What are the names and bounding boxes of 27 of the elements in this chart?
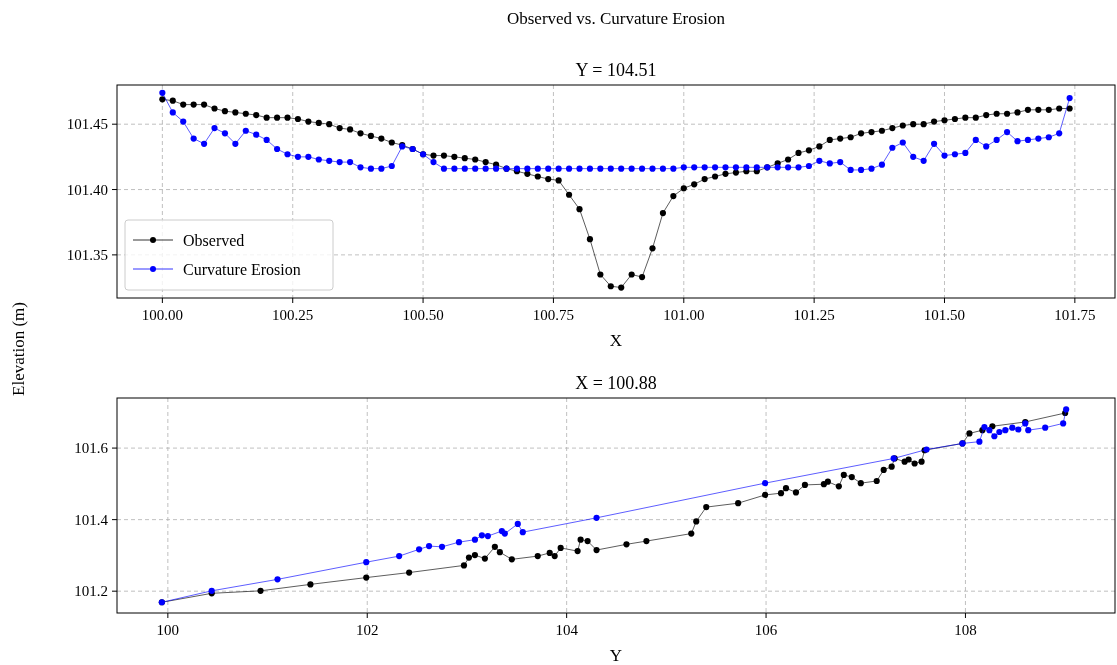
y-axis-title: Elevation (m): [9, 302, 28, 396]
legend-label: Observed: [183, 232, 245, 249]
x-tick-label: 104: [555, 622, 579, 638]
x-tick-label: 101.50: [923, 307, 966, 323]
x-tick-label: 100.75: [532, 307, 575, 323]
x-tick-label: 100: [156, 622, 180, 638]
x-tick-label: 101.25: [793, 307, 835, 323]
x-axis-title: X: [609, 331, 623, 350]
x-tick-label: 106: [754, 622, 778, 638]
x-tick-label: 100.25: [272, 307, 314, 323]
chart-title: X = 100.88: [575, 373, 657, 393]
y-tick-label: 101.2: [74, 583, 108, 600]
x-tick-label: 101.00: [663, 307, 705, 323]
y-tick-label: 101.6: [74, 440, 109, 457]
chart-title: Y = 104.51: [575, 60, 657, 80]
x-tick-label: 101.75: [1054, 307, 1096, 323]
y-tick-label: 101.35: [66, 246, 108, 263]
x-tick-label: 100.00: [141, 307, 183, 323]
y-tick-label: 101.4: [74, 511, 109, 528]
text: Observed vs. Curvature Erosion: [506, 9, 726, 28]
y-tick-label: 101.45: [66, 116, 108, 133]
x-tick-label: 100.50: [402, 307, 444, 323]
y-tick-label: 101.40: [66, 181, 108, 198]
legend-label: Curvature Erosion: [183, 261, 301, 278]
x-tick-label: 108: [954, 622, 977, 638]
x-axis-title: Y: [609, 646, 623, 665]
x-tick-label: 102: [356, 622, 379, 638]
